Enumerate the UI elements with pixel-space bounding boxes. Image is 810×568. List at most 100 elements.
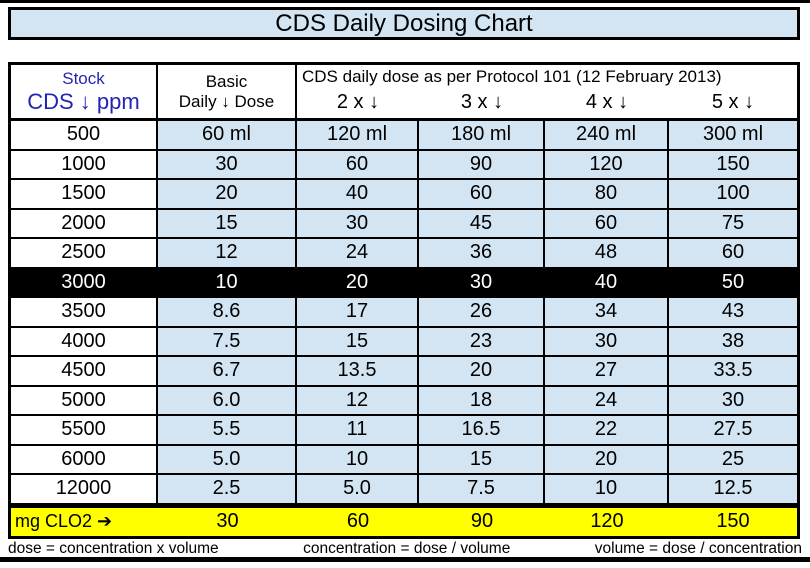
header-multiplier-4x: 4 x ↓ — [585, 91, 629, 113]
dose-cell: 30 — [297, 209, 419, 237]
table-row: 2000 15 30 45 60 75 — [11, 209, 797, 239]
table-row: 4500 6.7 13.5 20 27 33.5 — [11, 357, 797, 387]
mg-clo2-label: mg CLO2 ➔ — [15, 511, 113, 531]
dose-cell: 7.5 — [158, 327, 297, 355]
header-multiplier-2x: 2 x ↓ — [336, 91, 380, 113]
dose-cell: 20 — [297, 268, 419, 296]
ppm-cell: 12000 — [11, 475, 158, 503]
dose-cell: 60 — [669, 239, 797, 267]
table-row: 3500 8.6 17 26 34 43 — [11, 298, 797, 328]
table-row: 6000 5.0 10 15 20 25 — [11, 445, 797, 475]
header-basic-line1: Basic — [205, 71, 248, 91]
dose-cell: 25 — [669, 445, 797, 473]
dose-cell: 8.6 — [158, 298, 297, 326]
dose-cell: 45 — [419, 209, 545, 237]
header-protocol-text: CDS daily dose as per Protocol 101 (12 F… — [302, 67, 722, 86]
dose-cell: 180 ml — [419, 121, 545, 149]
dose-cell: 5.0 — [297, 475, 419, 503]
header-stock-line1: Stock — [62, 68, 105, 88]
table-row: 12000 2.5 5.0 7.5 10 12.5 — [11, 475, 797, 505]
dose-cell: 30 — [419, 268, 545, 296]
dose-cell: 30 — [669, 386, 797, 414]
formula-concentration: concentration = dose / volume — [303, 540, 511, 557]
dose-cell: 12 — [158, 239, 297, 267]
ppm-cell: 4500 — [11, 357, 158, 385]
dose-cell: 27.5 — [669, 416, 797, 444]
mg-clo2-value: 60 — [346, 510, 370, 532]
header-stock-ppm: Stock CDS ↓ ppm — [11, 65, 158, 118]
dose-cell: 6.0 — [158, 386, 297, 414]
formula-volume: volume = dose / concentration — [594, 540, 802, 557]
dose-cell: 20 — [419, 357, 545, 385]
dose-cell: 40 — [297, 180, 419, 208]
dose-cell: 11 — [297, 416, 419, 444]
bottom-border-line — [0, 557, 810, 562]
dose-cell: 120 — [545, 150, 669, 178]
dose-cell: 27 — [545, 357, 669, 385]
ppm-cell: 4000 — [11, 327, 158, 355]
dose-cell: 24 — [545, 386, 669, 414]
ppm-cell: 1500 — [11, 180, 158, 208]
mg-clo2-row: mg CLO2 ➔ 30 60 90 120 150 — [11, 504, 797, 536]
dose-cell: 30 — [545, 327, 669, 355]
ppm-cell: 6000 — [11, 445, 158, 473]
table-row: 2500 12 24 36 48 60 — [11, 239, 797, 269]
dose-cell: 75 — [669, 209, 797, 237]
dose-cell: 20 — [545, 445, 669, 473]
dose-cell: 33.5 — [669, 357, 797, 385]
dose-cell: 30 — [158, 150, 297, 178]
dose-cell: 12.5 — [669, 475, 797, 503]
dose-cell: 2.5 — [158, 475, 297, 503]
dose-cell: 24 — [297, 239, 419, 267]
dose-cell: 43 — [669, 298, 797, 326]
table-row: 5500 5.5 11 16.5 22 27.5 — [11, 416, 797, 446]
dose-cell: 34 — [545, 298, 669, 326]
ppm-cell: 5500 — [11, 416, 158, 444]
ppm-cell: 2500 — [11, 239, 158, 267]
dose-cell: 5.0 — [158, 445, 297, 473]
mg-clo2-value: 120 — [590, 510, 624, 532]
dose-cell: 300 ml — [669, 121, 797, 149]
dose-cell: 60 — [545, 209, 669, 237]
header-multiplier-5x: 5 x ↓ — [711, 91, 755, 113]
mg-clo2-value: 90 — [470, 510, 494, 532]
dose-cell: 23 — [419, 327, 545, 355]
dose-cell: 36 — [419, 239, 545, 267]
table-row: 1000 30 60 90 120 150 — [11, 150, 797, 180]
dose-cell: 40 — [545, 268, 669, 296]
ppm-cell: 500 — [11, 121, 158, 149]
ppm-cell: 1000 — [11, 150, 158, 178]
dose-cell: 150 — [669, 150, 797, 178]
table-row: 1500 20 40 60 80 100 — [11, 180, 797, 210]
dose-cell: 60 — [297, 150, 419, 178]
dose-cell: 20 — [158, 180, 297, 208]
header-multipliers: 2 x ↓ 3 x ↓ 4 x ↓ 5 x ↓ — [297, 87, 797, 118]
header-basic-line2: Daily ↓ Dose — [178, 91, 275, 111]
header-basic-dose: Basic Daily ↓ Dose — [158, 65, 297, 118]
dose-cell: 17 — [297, 298, 419, 326]
dose-cell: 15 — [158, 209, 297, 237]
dose-cell: 22 — [545, 416, 669, 444]
ppm-cell: 2000 — [11, 209, 158, 237]
dose-cell: 50 — [669, 268, 797, 296]
dose-cell: 7.5 — [419, 475, 545, 503]
mg-clo2-value: 30 — [216, 510, 239, 532]
chart-title: CDS Daily Dosing Chart — [8, 7, 800, 40]
dose-cell: 15 — [297, 327, 419, 355]
table-header: Stock CDS ↓ ppm Basic Daily ↓ Dose CDS d… — [11, 65, 797, 121]
table-row: 5000 6.0 12 18 24 30 — [11, 386, 797, 416]
dose-cell: 13.5 — [297, 357, 419, 385]
dose-cell: 15 — [419, 445, 545, 473]
ppm-cell: 3000 — [11, 268, 158, 296]
formula-dose: dose = concentration x volume — [8, 540, 219, 557]
mg-clo2-value: 150 — [716, 510, 750, 532]
dose-cell: 60 — [419, 180, 545, 208]
dose-cell: 6.7 — [158, 357, 297, 385]
table-row: 500 60 ml 120 ml 180 ml 240 ml 300 ml — [11, 121, 797, 151]
ppm-cell: 3500 — [11, 298, 158, 326]
header-stock-line2: CDS ↓ ppm — [27, 88, 140, 114]
dose-cell: 5.5 — [158, 416, 297, 444]
dose-cell: 18 — [419, 386, 545, 414]
dose-cell: 100 — [669, 180, 797, 208]
